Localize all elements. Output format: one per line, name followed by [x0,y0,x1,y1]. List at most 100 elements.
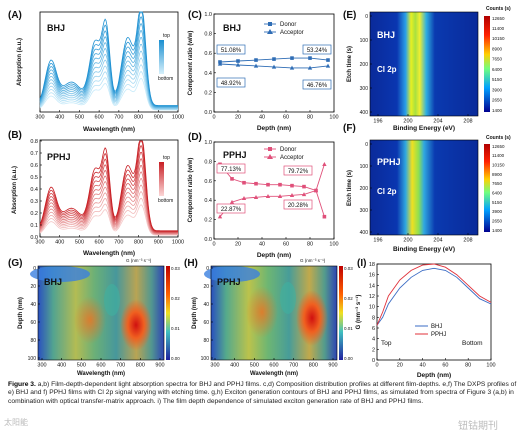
panel-h-label: PPHJ [217,277,241,287]
spectrum-line [39,204,178,236]
x-tick-label: 400 [230,363,239,369]
colorbar-tick-label: 12650 [492,16,505,21]
panel-a-xticks: 300 400 500 600 700 800 900 1000 [35,110,184,121]
spectrum-line [39,171,178,234]
x-tick-label: 40 [259,115,265,121]
panel-c-annot-2: 48.92% [221,81,242,87]
x-tick-label: 60 [442,363,448,369]
y-tick-label: 2 [372,347,375,353]
y-tick-label: 100 [201,356,210,362]
panel-e-ylabel: Etch time (s) [347,46,353,82]
colorbar-tick-label: 5150 [492,77,503,82]
y-tick-label: 0.2 [204,218,212,224]
panel-i-top-label: Top [381,340,392,347]
panel-c-xticks: 0 20 40 60 80 100 [212,110,339,121]
series-line-pphj [376,263,492,326]
y-tick-label: 100 [360,38,369,44]
panel-c-annotations: 51.08% 48.92% 53.24% 46.76% [216,44,332,90]
x-tick-label: 400 [55,115,64,121]
x-tick-label: 900 [328,363,337,369]
colorbar-tick-label: 6400 [492,67,503,72]
colorbar-tick-label: 12650 [492,144,505,149]
y-tick-label: 0.6 [30,163,38,169]
data-point [253,63,259,68]
x-tick-label: 800 [136,363,145,369]
colorbar-tick-label: 0.00 [344,356,353,361]
panel-b-xlabel: Wavelength (nm) [83,250,135,257]
data-point [272,57,276,61]
x-tick-label: 900 [154,240,163,246]
y-tick-label: 10 [369,305,375,311]
panel-i-xlabel: Depth (nm) [417,372,451,379]
x-tick-label: 300 [35,240,44,246]
panel-f-letter: (F) [343,123,356,134]
colorbar-tick-label: 0.03 [344,266,353,271]
data-point [290,56,294,60]
panel-i-yticks: 0 2 4 6 8 10 12 14 16 18 [369,262,379,364]
data-point [254,58,258,62]
panel-d-ylabel: Component ratio (w/w) [188,158,194,223]
x-tick-label: 208 [463,238,472,244]
y-tick-label: 12 [369,294,375,300]
colorbar-tick-label: 0.02 [171,296,180,301]
spectrum-line [39,50,178,109]
panel-c-legend: Donor Acceptor [264,22,304,36]
y-tick-label: 40 [203,302,209,308]
watermark-right: 钮钴期刊 [458,421,498,432]
colorbar-tick-label: 0.01 [171,326,180,331]
spectrum-line [39,57,178,110]
y-tick-label: 0.3 [30,199,38,205]
colorbar-tick-label: 3900 [492,209,503,214]
data-point [266,182,270,187]
colorbar-tick-label: 11400 [492,153,505,158]
panel-i: (I) 0 2 4 6 8 10 12 14 16 18 0 20 40 60 80 100 Top Bot… [355,258,496,379]
x-tick-label: 300 [35,115,44,121]
y-tick-label: 60 [203,320,209,326]
panel-e-yticks: 0 100 200 300 400 [360,14,372,116]
x-tick-label: 900 [155,363,164,369]
panel-g-letter: (G) [8,258,22,269]
panel-f-heatmap [370,140,478,235]
y-tick-label: 400 [360,110,369,116]
data-point [326,58,330,62]
panel-a: (A) BHJ top bottom 300 400 500 600 700 800 900… [8,10,184,133]
panel-b-yticks: 0.0 0.1 0.2 0.3 0.4 0.5 0.6 0.7 0.8 [30,139,42,241]
data-point [308,56,312,60]
panel-h-xlabel: Wavelength (nm) [250,371,298,377]
y-tick-label: 0 [206,266,209,272]
panel-e-colorbar-ticks: 12650 11400 10150 8900 7650 6400 5150 3900 2650 1… [492,16,505,113]
panel-f-xlabel: Binding Energy (eV) [393,246,455,253]
data-point [301,192,307,197]
panel-c-ylabel: Component ratio (w/w) [188,31,194,96]
x-tick-label: 80 [307,115,313,121]
spectrum-line [39,140,178,232]
panel-f-yticks: 0 100 200 300 400 [360,142,372,236]
x-tick-label: 300 [37,363,46,369]
y-tick-label: 0.4 [204,71,212,77]
x-tick-label: 600 [95,240,104,246]
panel-e-colorbar-title: Counts (s) [486,6,511,12]
data-point [235,62,241,67]
y-tick-label: 40 [30,302,36,308]
y-tick-label: 18 [369,262,375,268]
data-point [325,63,331,68]
panel-c-label: BHJ [223,23,241,33]
x-tick-label: 800 [134,240,143,246]
panel-f-xticks: 196 200 204 208 [373,233,473,244]
data-point [241,195,247,200]
panel-b-gradient-bottom: bottom [158,198,173,204]
panel-i-plot [376,263,492,326]
x-tick-label: 0 [375,363,378,369]
x-tick-label: 0 [212,242,215,248]
panel-h-colorbar [339,266,343,360]
data-point [254,181,258,186]
y-tick-label: 0 [365,14,368,20]
colorbar-tick-label: 7650 [492,181,503,186]
x-tick-label: 500 [250,363,259,369]
y-tick-label: 0.8 [204,159,212,165]
panel-f-colorbar [484,144,490,232]
panel-a-frame [39,11,179,113]
colorbar-tick-label: 8900 [492,172,503,177]
panel-f: (F) PPHJ Cl 2p Counts (s) 12650 11400 1015… [343,123,511,253]
y-tick-label: 0 [372,358,375,364]
